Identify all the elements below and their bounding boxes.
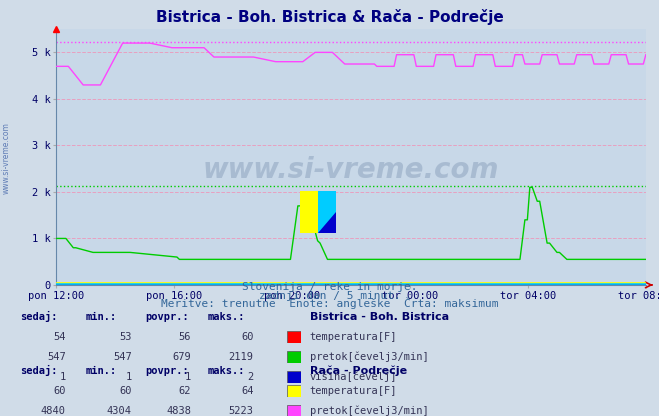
Text: Rača - Podrečje: Rača - Podrečje — [310, 366, 407, 376]
Text: 2119: 2119 — [229, 352, 254, 362]
Text: 62: 62 — [179, 386, 191, 396]
Text: 56: 56 — [179, 332, 191, 342]
Polygon shape — [318, 191, 336, 233]
Text: www.si-vreme.com: www.si-vreme.com — [2, 122, 11, 194]
Text: povpr.:: povpr.: — [145, 366, 188, 376]
Polygon shape — [318, 212, 336, 233]
Text: maks.:: maks.: — [208, 312, 245, 322]
Text: 1: 1 — [126, 372, 132, 382]
Text: min.:: min.: — [86, 312, 117, 322]
Text: temperatura[F]: temperatura[F] — [310, 332, 397, 342]
Text: pretok[čevelj3/min]: pretok[čevelj3/min] — [310, 406, 428, 416]
Text: 60: 60 — [241, 332, 254, 342]
Text: sedaj:: sedaj: — [20, 311, 57, 322]
Text: Meritve: trenutne  Enote: angleške  Črta: maksimum: Meritve: trenutne Enote: angleške Črta: … — [161, 297, 498, 309]
Text: 547: 547 — [47, 352, 66, 362]
Text: 1: 1 — [60, 372, 66, 382]
Text: www.si-vreme.com: www.si-vreme.com — [203, 156, 499, 184]
Text: višina[čevelj]: višina[čevelj] — [310, 372, 397, 382]
Text: 679: 679 — [173, 352, 191, 362]
Text: min.:: min.: — [86, 366, 117, 376]
Text: povpr.:: povpr.: — [145, 312, 188, 322]
Text: 4304: 4304 — [107, 406, 132, 416]
Text: 5223: 5223 — [229, 406, 254, 416]
Text: 54: 54 — [53, 332, 66, 342]
Text: Slovenija / reke in morje.: Slovenija / reke in morje. — [242, 282, 417, 292]
Text: 60: 60 — [119, 386, 132, 396]
Text: 4840: 4840 — [41, 406, 66, 416]
Text: maks.:: maks.: — [208, 366, 245, 376]
Text: 53: 53 — [119, 332, 132, 342]
Text: Bistrica - Boh. Bistrica & Rača - Podrečje: Bistrica - Boh. Bistrica & Rača - Podreč… — [156, 9, 503, 25]
Text: 60: 60 — [53, 386, 66, 396]
Text: zadnji dan / 5 minut.: zadnji dan / 5 minut. — [258, 291, 401, 301]
Text: 2: 2 — [248, 372, 254, 382]
Text: 547: 547 — [113, 352, 132, 362]
Text: Bistrica - Boh. Bistrica: Bistrica - Boh. Bistrica — [310, 312, 449, 322]
Text: 1: 1 — [185, 372, 191, 382]
Text: sedaj:: sedaj: — [20, 365, 57, 376]
Text: temperatura[F]: temperatura[F] — [310, 386, 397, 396]
Text: 64: 64 — [241, 386, 254, 396]
Text: 4838: 4838 — [166, 406, 191, 416]
Text: pretok[čevelj3/min]: pretok[čevelj3/min] — [310, 352, 428, 362]
